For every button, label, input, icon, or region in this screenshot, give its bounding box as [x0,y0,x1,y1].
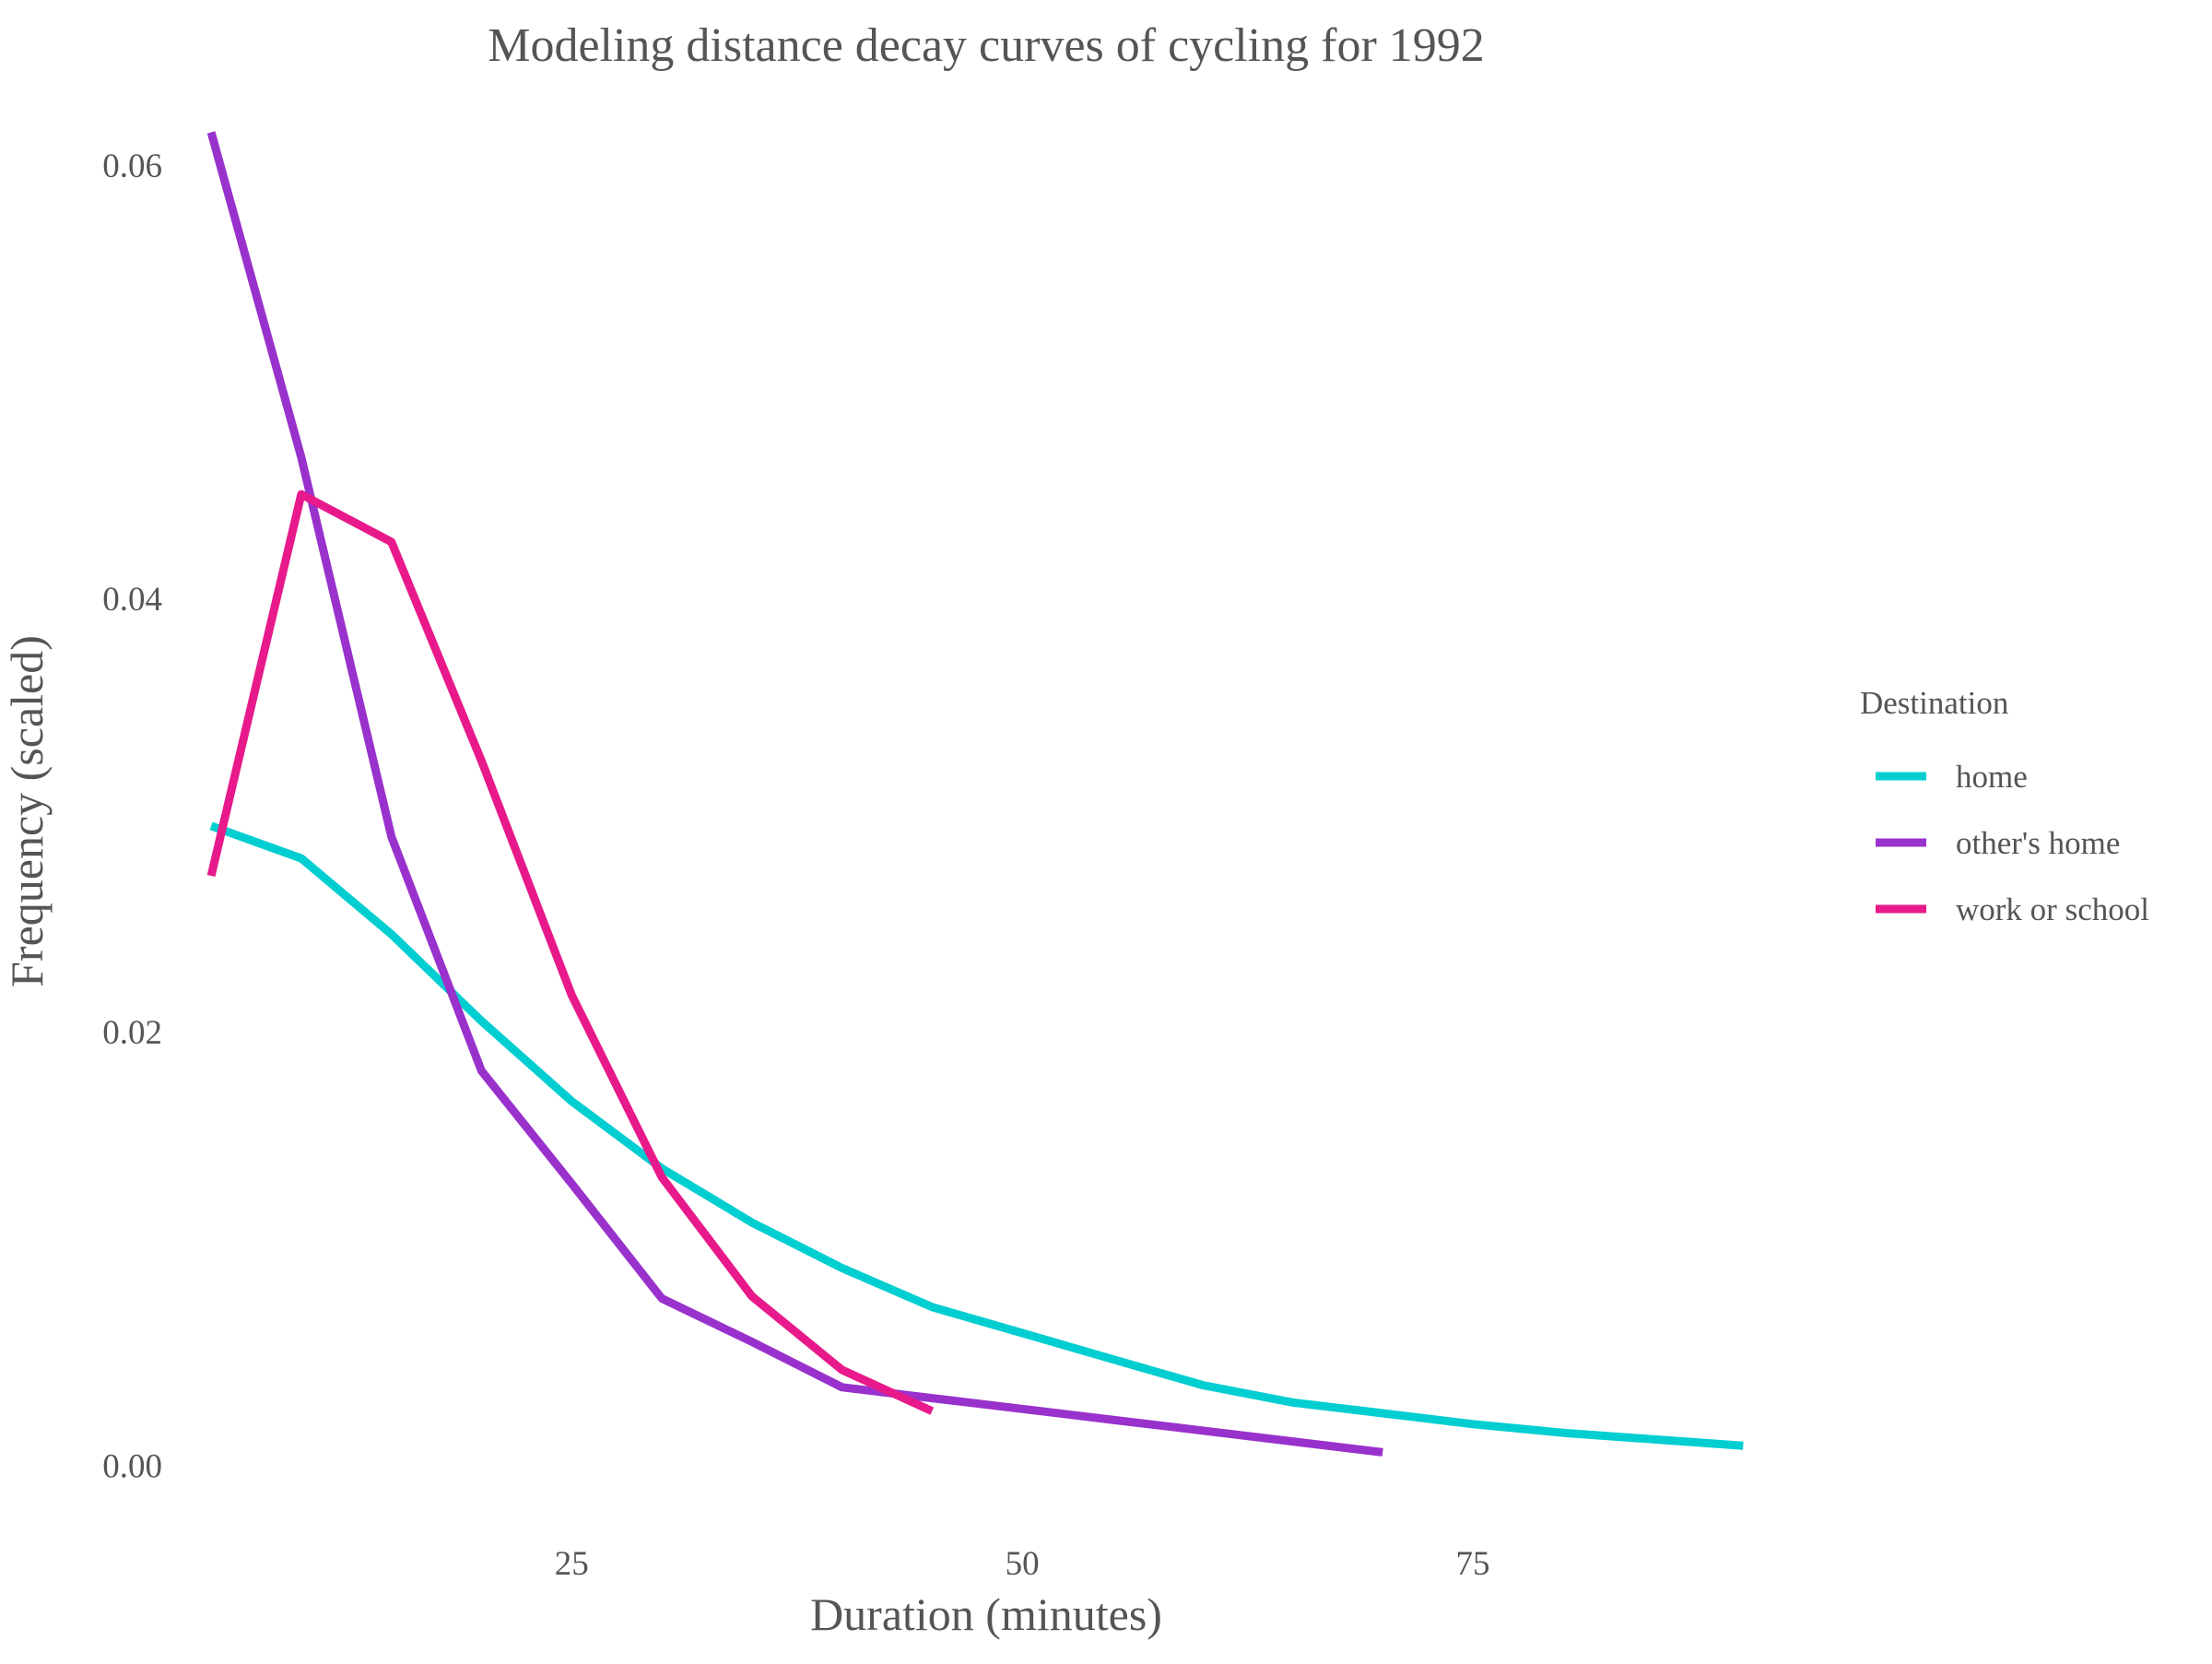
chart-title: Modeling distance decay curves of cyclin… [488,19,1485,72]
y-axis-label: Frequency (scaled) [1,635,53,987]
legend-label: home [1956,759,2028,795]
x-tick-label: 50 [1006,1545,1040,1583]
x-axis-label: Duration (minutes) [810,1588,1162,1640]
legend: Destination home other's home work or scho… [1860,685,2149,927]
series-line-other-s-home [206,131,1383,1457]
x-axis-ticks: 25 50 75 [555,1545,1490,1583]
x-tick-label: 75 [1456,1545,1490,1583]
y-tick-label: 0.06 [102,148,162,185]
y-tick-label: 0.04 [102,581,162,619]
x-tick-label: 25 [555,1545,589,1583]
y-tick-label: 0.02 [102,1014,162,1052]
series-line-home [209,821,1744,1450]
y-tick-label: 0.00 [102,1447,162,1485]
series-line-work-or-school [206,490,935,1415]
legend-title: Destination [1860,685,2008,721]
legend-label: other's home [1956,825,2120,861]
series-lines [206,131,1744,1457]
legend-label: work or school [1956,891,2149,927]
y-axis-ticks: 0.00 0.02 0.04 0.06 [102,148,162,1486]
legend-items: home other's home work or school [1876,759,2149,927]
